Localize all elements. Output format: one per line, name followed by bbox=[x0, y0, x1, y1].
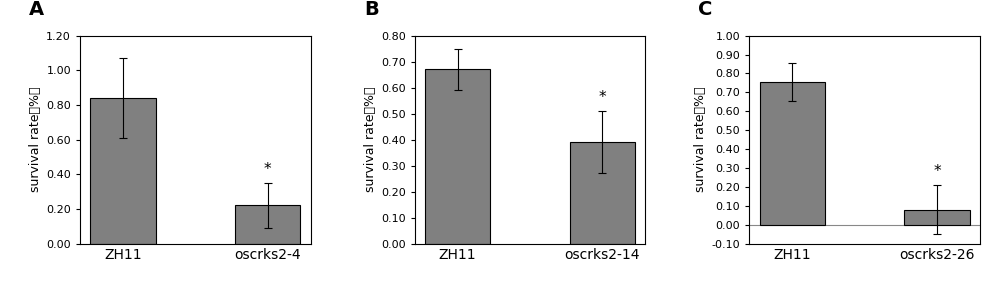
Bar bbox=[235, 206, 300, 244]
Bar bbox=[904, 209, 970, 225]
Text: B: B bbox=[364, 0, 379, 19]
Bar bbox=[90, 98, 156, 244]
Y-axis label: survival rate（%）: survival rate（%） bbox=[364, 87, 377, 192]
Text: *: * bbox=[264, 162, 272, 177]
Bar bbox=[570, 142, 635, 244]
Text: *: * bbox=[599, 90, 606, 105]
Y-axis label: survival rate（%）: survival rate（%） bbox=[29, 87, 42, 192]
Bar bbox=[425, 69, 490, 244]
Text: A: A bbox=[29, 0, 44, 19]
Y-axis label: survival rate（%）: survival rate（%） bbox=[694, 87, 707, 192]
Text: *: * bbox=[933, 164, 941, 179]
Bar bbox=[760, 82, 825, 225]
Text: C: C bbox=[698, 0, 713, 19]
